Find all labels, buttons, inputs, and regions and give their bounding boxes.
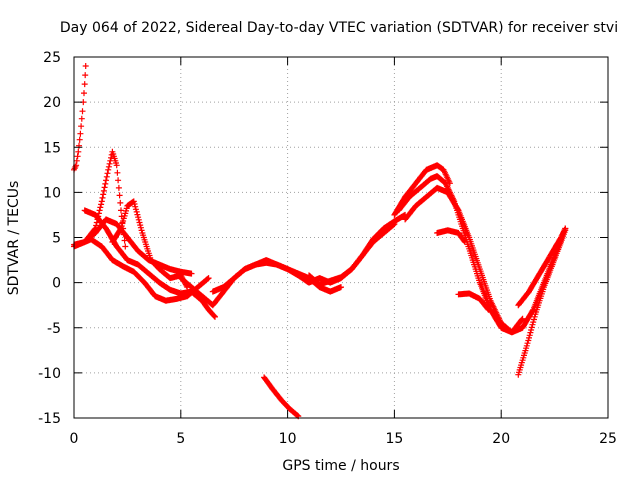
series-arc-12 — [395, 173, 526, 336]
y-tick-label: -15 — [38, 411, 61, 427]
y-tick-label: 0 — [52, 276, 61, 292]
y-tick-label: 25 — [43, 50, 61, 66]
plus-markers — [306, 211, 409, 288]
x-axis: 0 5 10 15 20 25 — [70, 57, 617, 447]
series-arc-17 — [515, 225, 569, 309]
series-arc-4 — [81, 207, 218, 320]
x-tick-label: 10 — [279, 431, 297, 447]
plus-markers — [515, 225, 569, 309]
plus-markers — [455, 290, 492, 313]
plus-markers — [81, 207, 218, 320]
y-tick-label: -5 — [47, 321, 61, 337]
chart-title: Day 064 of 2022, Sidereal Day-to-day VTE… — [60, 20, 618, 36]
y-tick-label: -10 — [38, 366, 61, 382]
x-tick-label: 20 — [492, 431, 510, 447]
plus-markers — [81, 216, 195, 277]
plus-markers — [261, 374, 302, 420]
x-axis-label: GPS time / hours — [282, 458, 399, 474]
series-arc-15 — [455, 290, 492, 313]
y-tick-label: 15 — [43, 140, 61, 156]
plus-markers — [434, 227, 468, 245]
series-arc-10 — [306, 211, 409, 288]
y-tick-label: 5 — [52, 231, 61, 247]
series-arc-14 — [434, 227, 468, 245]
x-tick-label: 15 — [385, 431, 403, 447]
y-tick-label: 20 — [43, 95, 61, 111]
x-tick-label: 25 — [599, 431, 617, 447]
series-arc-8 — [209, 221, 398, 295]
y-tick-label: 10 — [43, 185, 61, 201]
series-arc-13 — [402, 184, 569, 336]
y-axis: -15 -10 -5 0 5 10 15 20 25 — [38, 50, 608, 427]
series-arc-6 — [81, 216, 195, 277]
x-tick-label: 0 — [70, 431, 79, 447]
plus-markers — [395, 173, 526, 336]
data-markers — [71, 63, 569, 420]
grid-lines — [74, 57, 608, 418]
series-arc-9 — [261, 374, 302, 420]
y-axis-label: SDTVAR / TECUs — [6, 181, 22, 296]
x-tick-label: 5 — [176, 431, 185, 447]
plus-markers — [209, 221, 398, 295]
plus-markers — [402, 184, 569, 336]
